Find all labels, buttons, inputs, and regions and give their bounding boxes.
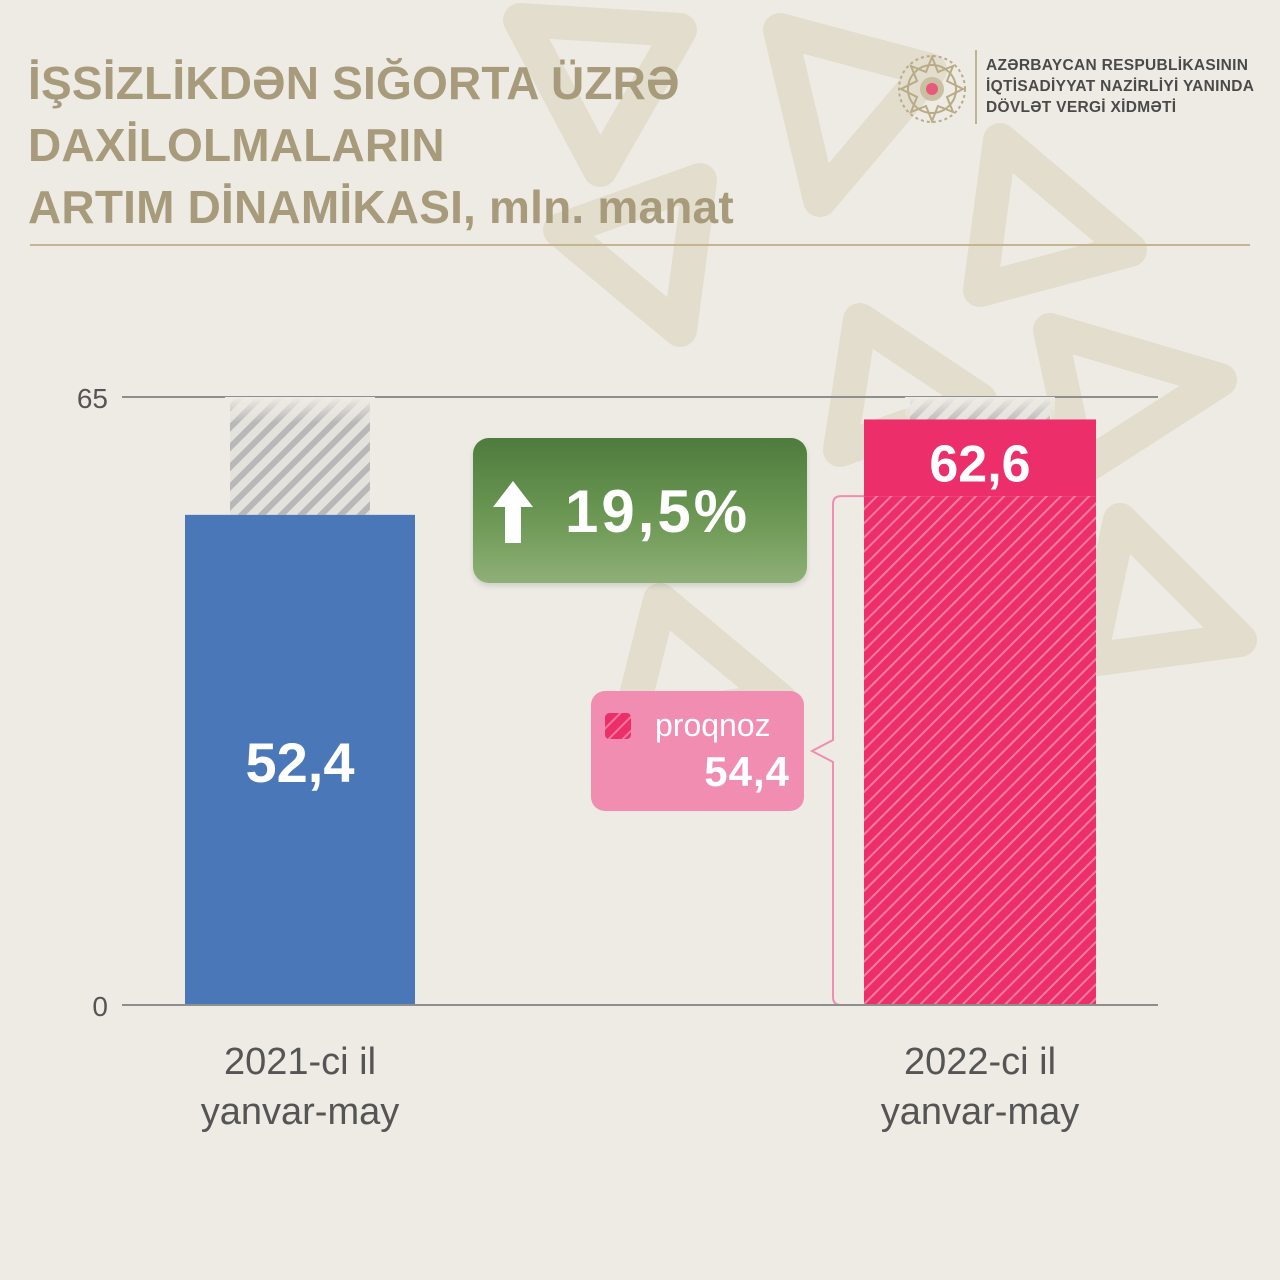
bar-remainder-fade-0 <box>225 397 375 423</box>
arrow-up-icon <box>493 481 533 543</box>
y-tick-label-65: 65 <box>77 383 108 414</box>
growth-percentage: 19,5% <box>565 478 751 545</box>
logo-divider <box>975 50 977 124</box>
chart-title: İŞSİZLİKDƏN SIĞORTA ÜZRƏ DAXİLOLMALARIN … <box>28 52 848 238</box>
bar-2022-forecast-portion <box>864 496 1096 1005</box>
title-line-2: DAXİLOLMALARIN <box>28 119 445 171</box>
y-tick-label-0: 0 <box>92 991 108 1022</box>
x-label-2022-line-1: 2022-ci il <box>903 1041 1057 1083</box>
x-label-2022: 2022-ci il yanvar-may <box>800 1037 1160 1137</box>
emblem-icon <box>898 54 966 124</box>
agency-line-3: DÖVLƏT VERGİ XİDMƏTİ <box>986 99 1177 116</box>
agency-line-1: AZƏRBAYCAN RESPUBLİKASININ <box>986 57 1249 74</box>
x-label-2021: 2021-ci il yanvar-may <box>120 1037 480 1137</box>
forecast-swatch <box>605 713 631 739</box>
bar-2021-value-label: 52,4 <box>246 731 355 794</box>
bar-2022 <box>864 419 1096 497</box>
bar-2021 <box>185 514 415 1005</box>
forecast-callout: proqnoz 54,4 <box>591 691 804 811</box>
forecast-value: 54,4 <box>704 748 790 795</box>
agency-line-2: İQTİSADİYYAT NAZİRLİYİ YANINDA <box>986 78 1255 95</box>
title-line-1: İŞSİZLİKDƏN SIĞORTA ÜZRƏ <box>28 57 680 109</box>
forecast-bracket <box>809 495 864 1006</box>
x-label-2021-line-2: yanvar-may <box>200 1091 400 1133</box>
growth-badge: 19,5% <box>473 438 807 583</box>
x-label-2021-line-1: 2021-ci il <box>223 1041 377 1083</box>
bar-2022-value-label: 62,6 <box>929 435 1030 493</box>
bar-remainder-fade-1 <box>905 397 1055 423</box>
title-line-3: ARTIM DİNAMİKASI, mln. manat <box>28 181 734 233</box>
forecast-label: proqnoz <box>655 707 771 743</box>
x-label-2022-line-2: yanvar-may <box>880 1091 1080 1133</box>
agency-name: AZƏRBAYCAN RESPUBLİKASININ İQTİSADİYYAT … <box>986 55 1276 118</box>
header-rule <box>30 244 1250 246</box>
